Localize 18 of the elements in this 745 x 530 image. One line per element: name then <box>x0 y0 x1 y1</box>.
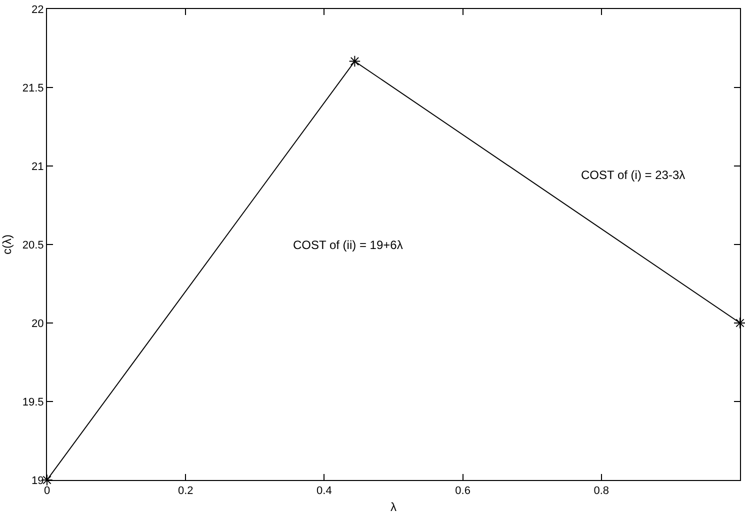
x-tick-label: 0.8 <box>594 485 610 498</box>
x-tick-label: 0.4 <box>316 485 332 498</box>
y-tick-label: 19 <box>32 474 44 487</box>
x-tick-label: 0.6 <box>455 485 470 498</box>
y-tick-label: 20 <box>32 318 44 330</box>
annotation: COST of (i) = 23-3λ <box>581 168 686 182</box>
x-axis-title: λ <box>390 500 396 514</box>
x-tick-label: 0 <box>44 485 50 498</box>
y-tick-label: 20.5 <box>22 239 44 252</box>
y-tick-label: 21.5 <box>22 82 44 94</box>
y-tick-label: 19.5 <box>22 396 44 408</box>
y-tick-label: 22 <box>32 4 44 16</box>
y-tick-label: 21 <box>32 160 44 173</box>
y-axis-title: c(λ) <box>0 234 14 254</box>
point <box>734 317 745 329</box>
x-tick-label: 0.2 <box>178 485 194 498</box>
point <box>348 55 361 68</box>
annotation: COST of (ii) = 19+6λ <box>293 238 403 252</box>
